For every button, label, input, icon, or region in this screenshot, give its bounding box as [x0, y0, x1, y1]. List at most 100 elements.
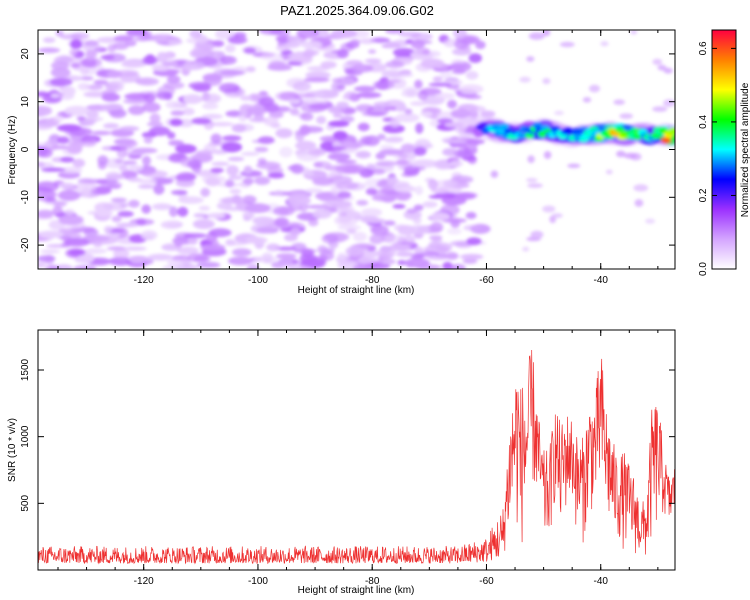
- heatmap-noise-blob: [85, 50, 98, 58]
- heatmap-noise-blob: [300, 257, 327, 268]
- heatmap-noise-blob: [141, 204, 151, 214]
- heatmap-noise-blob: [82, 186, 91, 198]
- heatmap-noise-blob: [442, 148, 459, 157]
- heatmap-noise-blob: [41, 167, 66, 172]
- heatmap-noise-blob: [428, 82, 452, 87]
- heatmap-noise-blob: [453, 193, 476, 200]
- heatmap-faint-blob: [600, 41, 609, 47]
- heatmap-noise-blob: [276, 44, 290, 52]
- heatmap-noise-blob: [422, 201, 438, 208]
- heatmap-noise-blob: [357, 122, 370, 132]
- heatmap-noise-blob: [216, 202, 232, 210]
- heatmap-noise-blob: [263, 104, 280, 113]
- heatmap-noise-blob: [226, 165, 239, 176]
- heatmap-noise-blob: [151, 37, 169, 42]
- heatmap-noise-blob: [317, 245, 328, 254]
- heatmap-noise-blob: [415, 47, 430, 55]
- heatmap-signal-blob: [661, 136, 671, 144]
- heatmap-noise-blob: [423, 143, 434, 149]
- heatmap-noise-blob: [57, 189, 81, 201]
- heatmap-noise-blob: [449, 63, 467, 70]
- heatmap-noise-blob: [368, 49, 377, 54]
- heatmap-noise-blob: [201, 93, 222, 104]
- heatmap-noise-blob: [413, 247, 424, 254]
- heatmap-noise-blob: [337, 252, 346, 261]
- heatmap-noise-blob: [38, 230, 64, 239]
- heatmap-noise-blob: [60, 235, 72, 240]
- heatmap-noise-blob: [279, 146, 293, 158]
- figure-title: PAZ1.2025.364.09.06.G02: [280, 3, 434, 18]
- heatmap-faint-blob: [543, 151, 552, 159]
- colorbar-tick-label: 0.0: [698, 262, 709, 276]
- heatmap-noise-blob: [70, 39, 83, 49]
- heatmap-faint-blob: [652, 106, 668, 112]
- heatmap-noise-blob: [221, 196, 247, 205]
- heatmap-noise-blob: [428, 241, 441, 250]
- heatmap-noise-blob: [221, 142, 243, 153]
- heatmap-noise-blob: [377, 133, 386, 141]
- heatmap-noise-blob: [417, 90, 429, 101]
- heatmap-noise-blob: [149, 113, 161, 124]
- heatmap-noise-blob: [369, 234, 384, 245]
- heatmap-noise-blob: [196, 261, 221, 269]
- heatmap-signal-blob: [499, 123, 509, 131]
- heatmap-noise-blob: [312, 177, 334, 186]
- snr-series-line: [38, 349, 675, 565]
- heatmap-noise-blob: [430, 221, 444, 233]
- heatmap-noise-blob: [38, 105, 53, 116]
- heatmap-noise-blob: [93, 79, 109, 86]
- heatmap-noise-blob: [56, 124, 82, 132]
- heatmap-noise-blob: [192, 84, 212, 92]
- spectrogram-xtick-label: -100: [248, 275, 268, 286]
- heatmap-noise-blob: [175, 174, 186, 182]
- heatmap-noise-blob: [43, 37, 56, 43]
- heatmap-noise-blob: [69, 48, 78, 57]
- heatmap-noise-blob: [267, 64, 293, 71]
- heatmap-noise-blob: [360, 249, 379, 258]
- heatmap-noise-blob: [242, 212, 255, 219]
- spectrogram-ytick-label: -10: [20, 190, 31, 205]
- heatmap-noise-blob: [240, 95, 253, 101]
- heatmap-noise-blob: [114, 158, 124, 164]
- heatmap-noise-blob: [443, 139, 468, 144]
- heatmap-noise-blob: [72, 158, 86, 168]
- heatmap-noise-blob: [307, 148, 327, 156]
- heatmap-noise-blob: [122, 98, 149, 105]
- heatmap-noise-blob: [119, 202, 129, 209]
- heatmap-faint-blob: [652, 58, 663, 65]
- heatmap-noise-blob: [128, 255, 149, 263]
- heatmap-noise-blob: [186, 37, 209, 44]
- heatmap-noise-blob: [126, 30, 148, 37]
- snr-panel: -120 -100 -80 -60 -40 500 1000 1500 Height of s…: [7, 329, 676, 596]
- heatmap-noise-blob: [287, 35, 299, 43]
- heatmap-noise-blob: [83, 91, 108, 98]
- heatmap-noise-blob: [388, 73, 414, 78]
- heatmap-noise-blob: [384, 234, 406, 245]
- heatmap-noise-blob: [461, 36, 477, 45]
- heatmap-faint-blob: [582, 97, 592, 103]
- heatmap-noise-blob: [169, 206, 178, 218]
- heatmap-noise-blob: [225, 44, 236, 53]
- heatmap-noise-blob: [206, 50, 225, 59]
- heatmap-noise-blob: [175, 144, 197, 154]
- heatmap-noise-blob: [403, 165, 421, 175]
- heatmap-noise-blob: [269, 111, 284, 119]
- heatmap-noise-blob: [325, 200, 339, 206]
- heatmap-noise-blob: [404, 108, 413, 115]
- heatmap-faint-blob: [630, 30, 638, 35]
- heatmap-noise-blob: [280, 256, 293, 268]
- heatmap-noise-blob: [356, 92, 382, 99]
- heatmap-noise-blob: [210, 167, 224, 173]
- heatmap-noise-blob: [475, 40, 486, 50]
- heatmap-noise-blob: [50, 93, 60, 99]
- heatmap-noise-blob: [449, 160, 464, 167]
- heatmap-noise-blob: [38, 161, 45, 167]
- heatmap-noise-blob: [149, 126, 171, 136]
- snr-xtick-label: -40: [594, 576, 609, 587]
- heatmap-noise-blob: [305, 71, 331, 79]
- heatmap-noise-blob: [165, 220, 182, 226]
- heatmap-noise-blob: [58, 182, 75, 188]
- heatmap-noise-blob: [80, 68, 89, 76]
- heatmap-noise-blob: [360, 136, 373, 145]
- heatmap-noise-blob: [328, 146, 347, 151]
